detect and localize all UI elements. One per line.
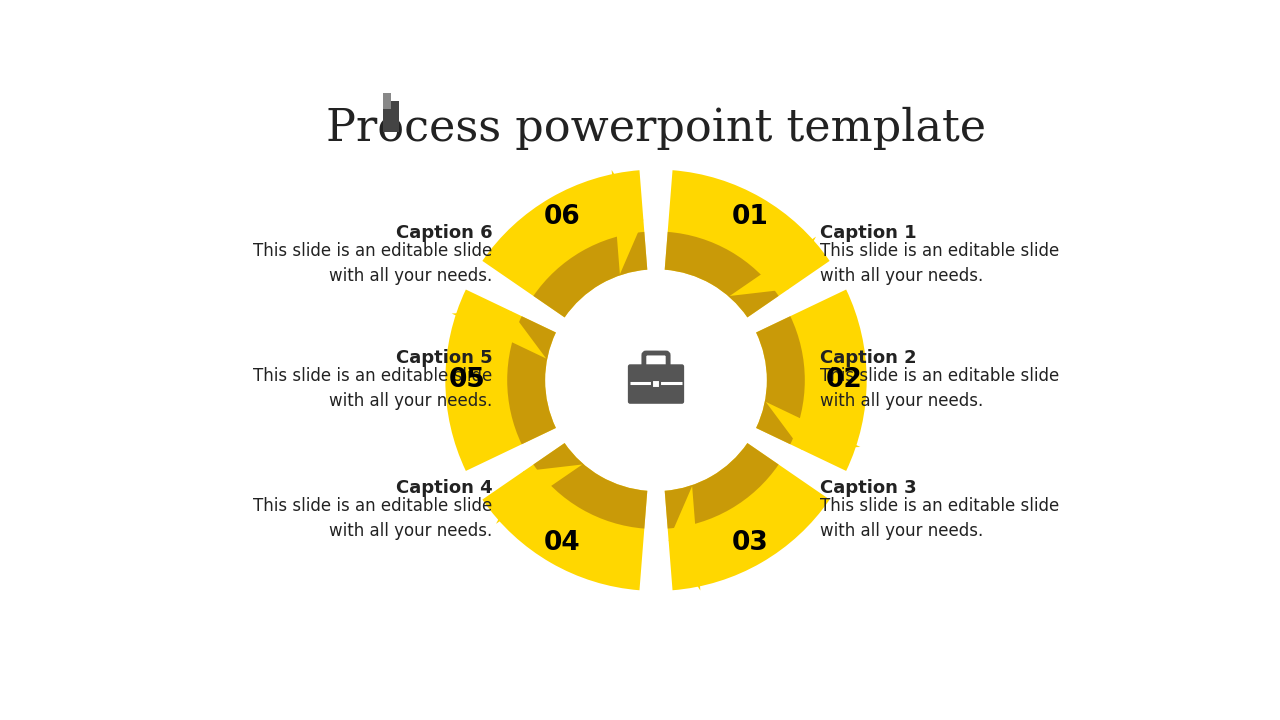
Wedge shape — [664, 170, 829, 318]
Wedge shape — [664, 443, 778, 528]
Wedge shape — [445, 289, 556, 471]
Wedge shape — [534, 443, 648, 528]
Text: Caption 4: Caption 4 — [396, 480, 493, 498]
FancyBboxPatch shape — [628, 364, 684, 404]
Bar — [383, 93, 390, 109]
Text: Caption 6: Caption 6 — [396, 225, 493, 243]
Text: 03: 03 — [732, 531, 768, 557]
Text: Caption 2: Caption 2 — [819, 349, 916, 367]
Text: 01: 01 — [732, 204, 769, 230]
Text: This slide is an editable slide
with all your needs.: This slide is an editable slide with all… — [253, 243, 493, 285]
Text: 06: 06 — [544, 204, 580, 230]
Polygon shape — [497, 464, 582, 524]
Polygon shape — [612, 170, 644, 274]
Wedge shape — [507, 316, 556, 444]
Bar — [652, 379, 660, 388]
Polygon shape — [730, 237, 815, 296]
Text: 05: 05 — [449, 367, 486, 393]
Wedge shape — [483, 170, 648, 318]
Text: Process powerpoint template: Process powerpoint template — [326, 107, 986, 150]
Text: Caption 5: Caption 5 — [396, 349, 493, 367]
Polygon shape — [765, 402, 860, 449]
Wedge shape — [756, 316, 805, 444]
Wedge shape — [534, 232, 648, 318]
Wedge shape — [664, 232, 778, 318]
Text: Caption 3: Caption 3 — [819, 480, 916, 498]
Polygon shape — [452, 311, 547, 359]
Text: Caption 1: Caption 1 — [819, 225, 916, 243]
Text: This slide is an editable slide
with all your needs.: This slide is an editable slide with all… — [253, 367, 493, 410]
Wedge shape — [664, 443, 829, 590]
Text: This slide is an editable slide
with all your needs.: This slide is an editable slide with all… — [253, 498, 493, 540]
Bar — [383, 102, 399, 132]
Text: 02: 02 — [826, 367, 863, 393]
Circle shape — [548, 272, 764, 488]
Text: This slide is an editable slide
with all your needs.: This slide is an editable slide with all… — [819, 367, 1059, 410]
Text: This slide is an editable slide
with all your needs.: This slide is an editable slide with all… — [819, 498, 1059, 540]
Wedge shape — [756, 289, 867, 471]
Polygon shape — [668, 486, 700, 590]
Text: 04: 04 — [544, 531, 580, 557]
Text: This slide is an editable slide
with all your needs.: This slide is an editable slide with all… — [819, 243, 1059, 285]
Wedge shape — [483, 443, 648, 590]
